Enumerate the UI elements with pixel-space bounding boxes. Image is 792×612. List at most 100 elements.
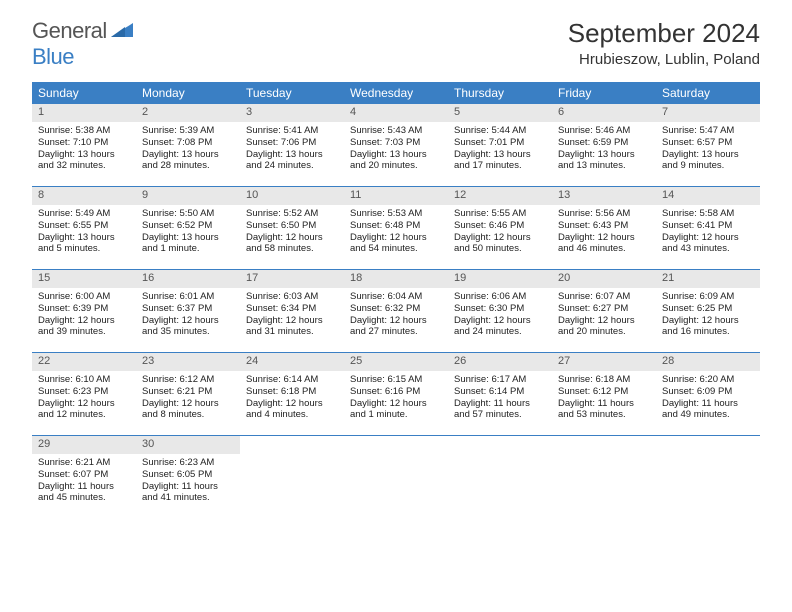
day-body: Sunrise: 5:46 AMSunset: 6:59 PMDaylight:… [552,122,656,179]
sunrise: Sunrise: 5:50 AM [142,208,234,220]
sunrise: Sunrise: 6:12 AM [142,374,234,386]
sunrise: Sunrise: 6:21 AM [38,457,130,469]
daylight: Daylight: 13 hours and 17 minutes. [454,149,546,173]
day-body: Sunrise: 5:53 AMSunset: 6:48 PMDaylight:… [344,205,448,262]
logo: General [32,18,135,44]
day-22: 22Sunrise: 6:10 AMSunset: 6:23 PMDayligh… [32,353,136,435]
sunrise: Sunrise: 5:58 AM [662,208,754,220]
day-number: 16 [136,270,240,288]
daylight: Daylight: 13 hours and 13 minutes. [558,149,650,173]
daylight: Daylight: 12 hours and 39 minutes. [38,315,130,339]
day-body: Sunrise: 6:10 AMSunset: 6:23 PMDaylight:… [32,371,136,428]
sunrise: Sunrise: 5:55 AM [454,208,546,220]
day-number: 8 [32,187,136,205]
sunrise: Sunrise: 5:41 AM [246,125,338,137]
day-body: Sunrise: 6:23 AMSunset: 6:05 PMDaylight:… [136,454,240,511]
daylight: Daylight: 12 hours and 54 minutes. [350,232,442,256]
daylight: Daylight: 12 hours and 1 minute. [350,398,442,422]
day-number: 6 [552,104,656,122]
day-number: 30 [136,436,240,454]
logo-text-blue: Blue [32,44,74,69]
daylight: Daylight: 12 hours and 46 minutes. [558,232,650,256]
sunset: Sunset: 6:39 PM [38,303,130,315]
sunrise: Sunrise: 6:09 AM [662,291,754,303]
sunrise: Sunrise: 6:03 AM [246,291,338,303]
day-body: Sunrise: 6:12 AMSunset: 6:21 PMDaylight:… [136,371,240,428]
sunrise: Sunrise: 6:07 AM [558,291,650,303]
day-number: 10 [240,187,344,205]
day-25: 25Sunrise: 6:15 AMSunset: 6:16 PMDayligh… [344,353,448,435]
day-body: Sunrise: 6:17 AMSunset: 6:14 PMDaylight:… [448,371,552,428]
daylight: Daylight: 12 hours and 43 minutes. [662,232,754,256]
day-11: 11Sunrise: 5:53 AMSunset: 6:48 PMDayligh… [344,187,448,269]
sunset: Sunset: 6:50 PM [246,220,338,232]
day-9: 9Sunrise: 5:50 AMSunset: 6:52 PMDaylight… [136,187,240,269]
sunset: Sunset: 6:52 PM [142,220,234,232]
day-number: 29 [32,436,136,454]
day-body: Sunrise: 5:56 AMSunset: 6:43 PMDaylight:… [552,205,656,262]
sunrise: Sunrise: 5:52 AM [246,208,338,220]
sunrise: Sunrise: 5:38 AM [38,125,130,137]
day-17: 17Sunrise: 6:03 AMSunset: 6:34 PMDayligh… [240,270,344,352]
day-29: 29 Sunrise: 6:21 AMSunset: 6:07 PMDayligh… [32,436,136,518]
day-number: 21 [656,270,760,288]
daylight: Daylight: 11 hours and 49 minutes. [662,398,754,422]
sunrise: Sunrise: 5:43 AM [350,125,442,137]
day-number: 26 [448,353,552,371]
day-18: 18Sunrise: 6:04 AMSunset: 6:32 PMDayligh… [344,270,448,352]
day-3: 3Sunrise: 5:41 AMSunset: 7:06 PMDaylight… [240,104,344,186]
day-body: Sunrise: 6:09 AMSunset: 6:25 PMDaylight:… [656,288,760,345]
empty-cell [448,436,552,518]
daylight: Daylight: 11 hours and 57 minutes. [454,398,546,422]
dow-wednesday: Wednesday [344,83,448,104]
sunset: Sunset: 6:37 PM [142,303,234,315]
daylight: Daylight: 12 hours and 16 minutes. [662,315,754,339]
day-number: 12 [448,187,552,205]
day-body: Sunrise: 6:07 AMSunset: 6:27 PMDaylight:… [552,288,656,345]
daylight: Daylight: 11 hours and 41 minutes. [142,481,234,505]
sunset: Sunset: 6:57 PM [662,137,754,149]
day-12: 12Sunrise: 5:55 AMSunset: 6:46 PMDayligh… [448,187,552,269]
sunrise: Sunrise: 6:14 AM [246,374,338,386]
day-number: 22 [32,353,136,371]
sunset: Sunset: 6:12 PM [558,386,650,398]
sunrise: Sunrise: 5:49 AM [38,208,130,220]
daylight: Daylight: 12 hours and 12 minutes. [38,398,130,422]
daylight: Daylight: 13 hours and 28 minutes. [142,149,234,173]
dow-tuesday: Tuesday [240,83,344,104]
daylight: Daylight: 11 hours and 45 minutes. [38,481,130,505]
sunset: Sunset: 6:14 PM [454,386,546,398]
location: Hrubieszow, Lublin, Poland [568,51,760,68]
daylight: Daylight: 13 hours and 24 minutes. [246,149,338,173]
dow-monday: Monday [136,83,240,104]
day-8: 8Sunrise: 5:49 AMSunset: 6:55 PMDaylight… [32,187,136,269]
logo-sub: Blue [32,44,74,70]
day-body: Sunrise: 5:50 AMSunset: 6:52 PMDaylight:… [136,205,240,262]
day-body: Sunrise: 5:44 AMSunset: 7:01 PMDaylight:… [448,122,552,179]
daylight: Daylight: 12 hours and 27 minutes. [350,315,442,339]
daylight: Daylight: 13 hours and 9 minutes. [662,149,754,173]
sunrise: Sunrise: 6:18 AM [558,374,650,386]
sunset: Sunset: 6:07 PM [38,469,130,481]
day-body: Sunrise: 6:00 AMSunset: 6:39 PMDaylight:… [32,288,136,345]
day-body: Sunrise: 5:55 AMSunset: 6:46 PMDaylight:… [448,205,552,262]
day-23: 23Sunrise: 6:12 AMSunset: 6:21 PMDayligh… [136,353,240,435]
sunrise: Sunrise: 6:23 AM [142,457,234,469]
daylight: Daylight: 12 hours and 50 minutes. [454,232,546,256]
day-body: Sunrise: 5:47 AMSunset: 6:57 PMDaylight:… [656,122,760,179]
calendar: SundayMondayTuesdayWednesdayThursdayFrid… [32,82,760,518]
sunrise: Sunrise: 6:04 AM [350,291,442,303]
day-4: 4Sunrise: 5:43 AMSunset: 7:03 PMDaylight… [344,104,448,186]
day-27: 27Sunrise: 6:18 AMSunset: 6:12 PMDayligh… [552,353,656,435]
day-body: Sunrise: 6:15 AMSunset: 6:16 PMDaylight:… [344,371,448,428]
sunset: Sunset: 6:46 PM [454,220,546,232]
day-number: 20 [552,270,656,288]
sunset: Sunset: 6:09 PM [662,386,754,398]
sunset: Sunset: 7:01 PM [454,137,546,149]
day-16: 16Sunrise: 6:01 AMSunset: 6:37 PMDayligh… [136,270,240,352]
sunset: Sunset: 7:06 PM [246,137,338,149]
daylight: Daylight: 13 hours and 20 minutes. [350,149,442,173]
day-body: Sunrise: 6:01 AMSunset: 6:37 PMDaylight:… [136,288,240,345]
day-number: 13 [552,187,656,205]
day-26: 26Sunrise: 6:17 AMSunset: 6:14 PMDayligh… [448,353,552,435]
